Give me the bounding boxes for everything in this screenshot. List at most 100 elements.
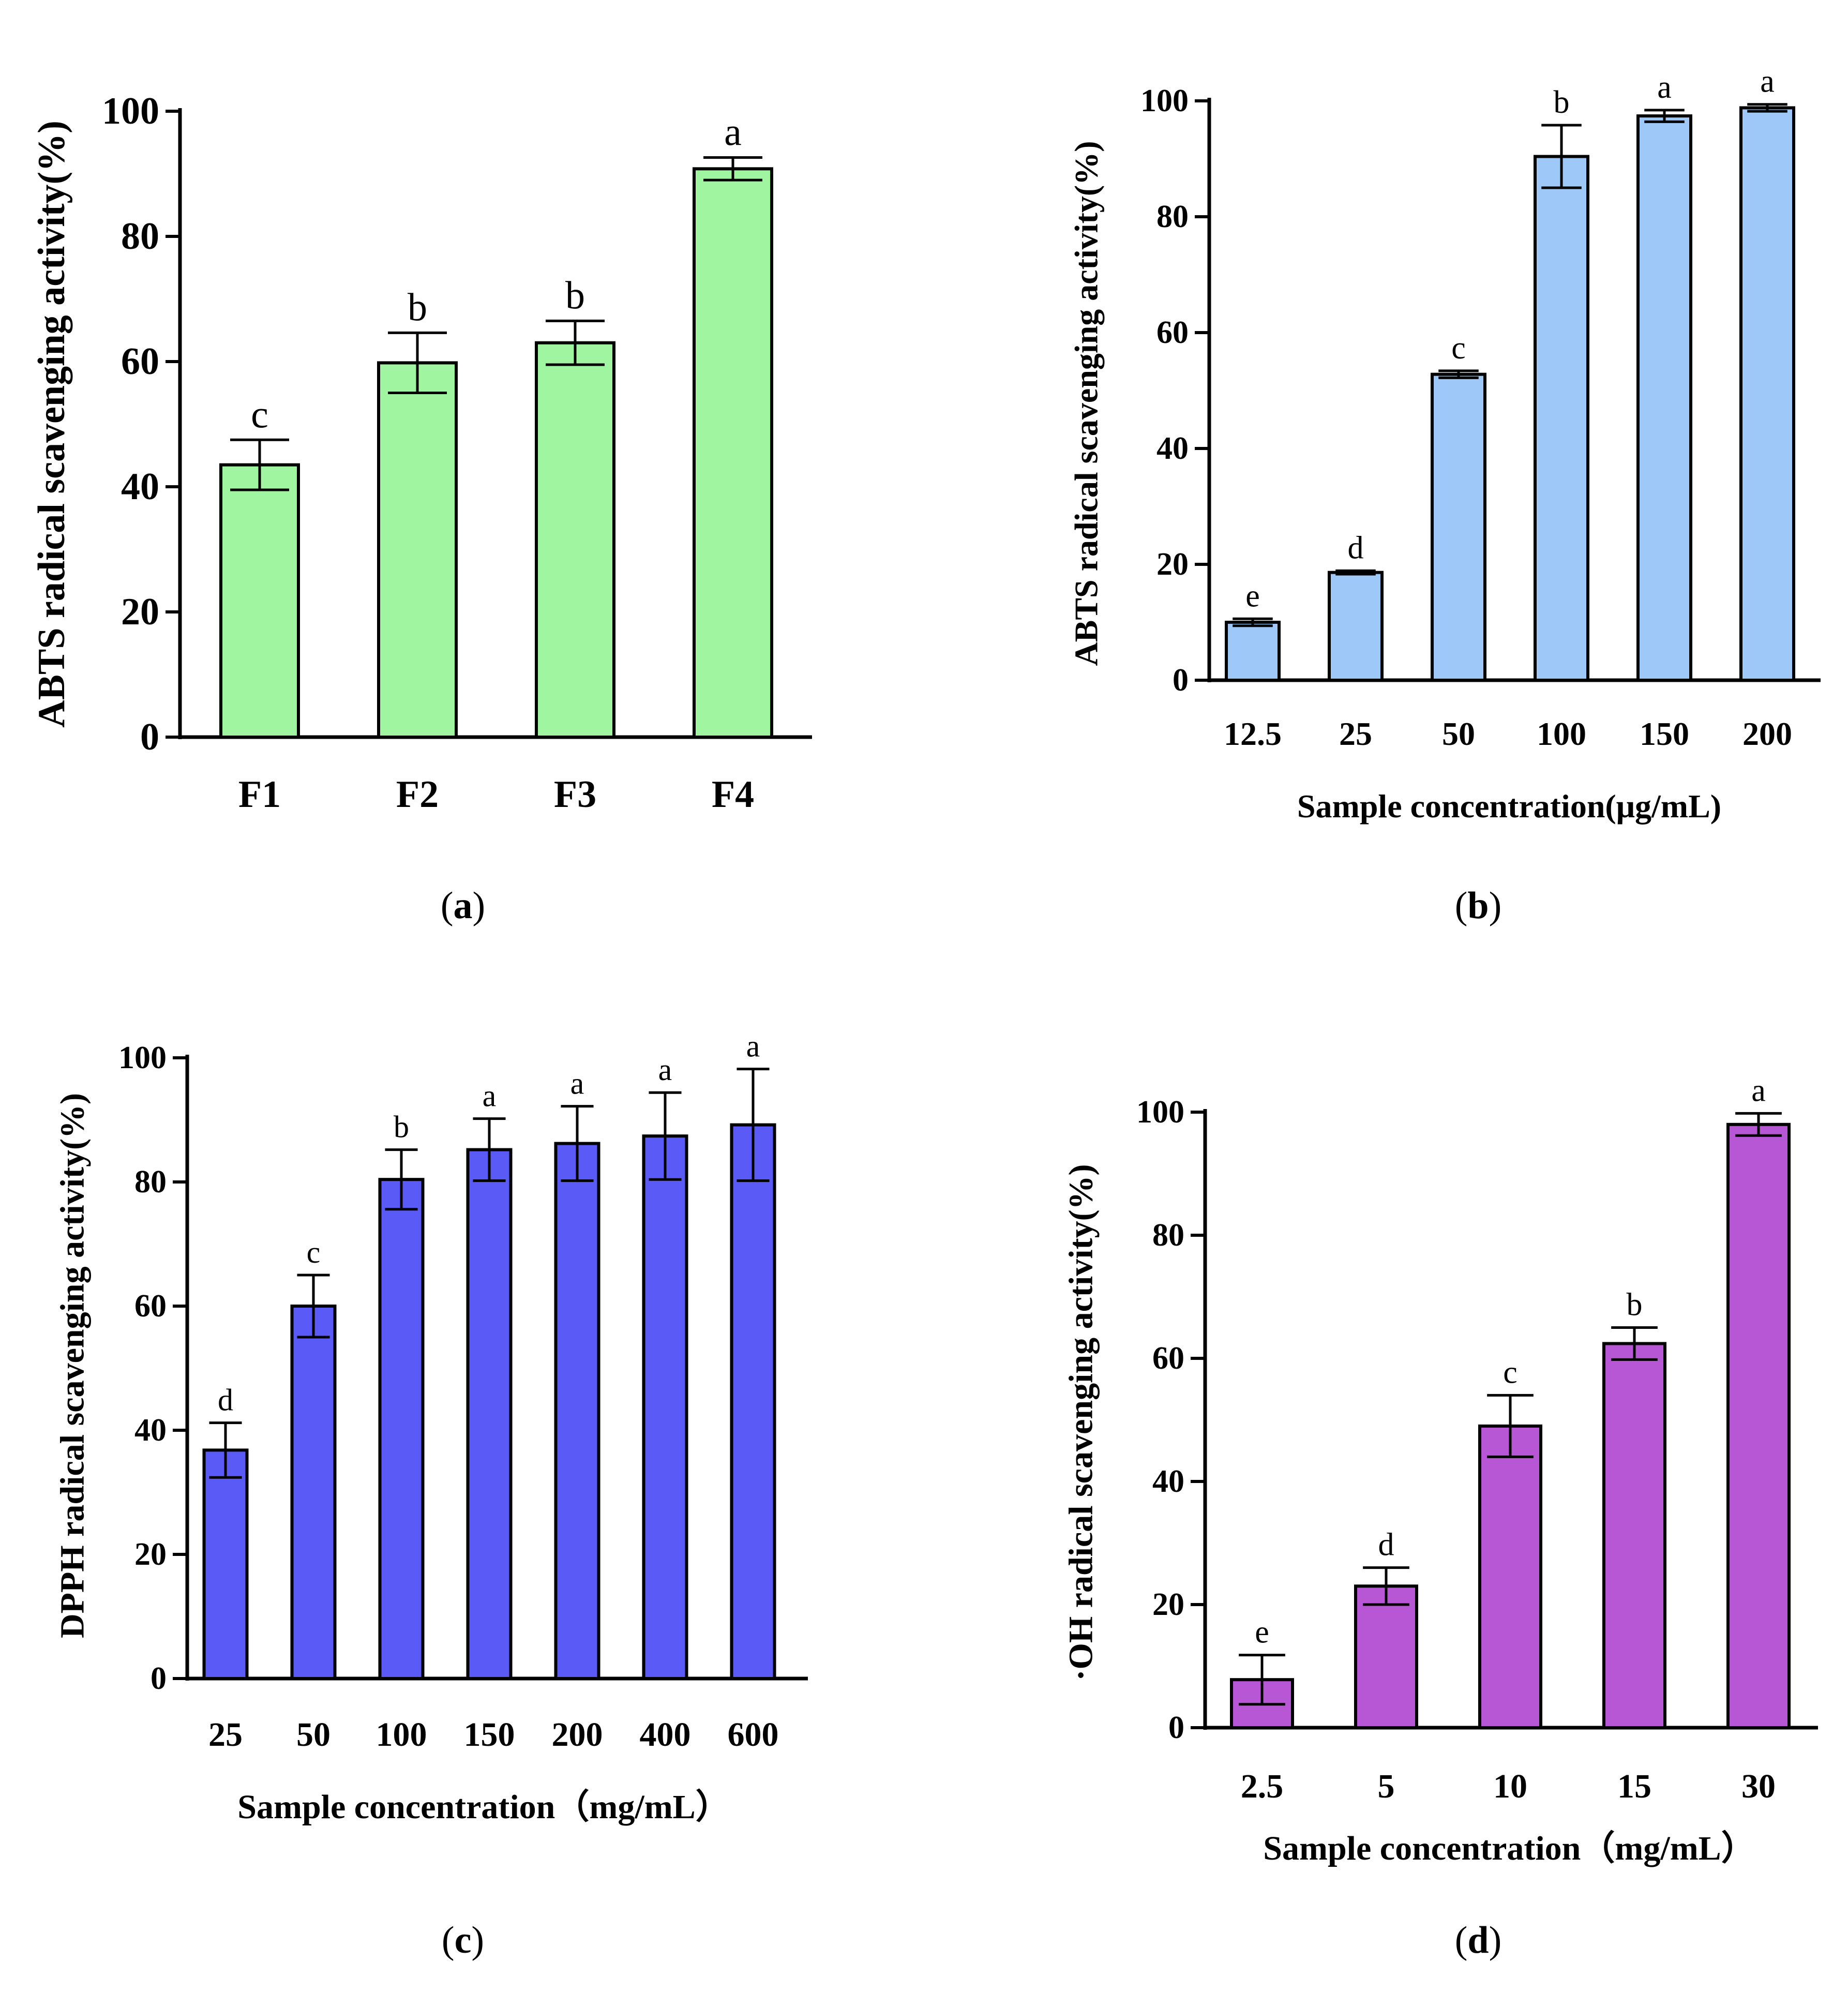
x-tick-label: F1: [238, 773, 281, 816]
y-axis-title: DPPH radical scavenging activity(%): [54, 1093, 92, 1638]
significance-label: b: [1627, 1287, 1643, 1323]
x-tick-label: 12.5: [1224, 715, 1282, 752]
bar-F2: [377, 361, 458, 739]
significance-label: a: [1751, 1073, 1766, 1108]
y-tick-label: 80: [1156, 199, 1189, 234]
y-axis-title: ·OH radical scavenging activity(%): [1062, 1164, 1100, 1681]
significance-label: a: [1760, 64, 1775, 99]
panel-caption: (a): [441, 885, 485, 927]
panel-caption-letter: b: [1467, 885, 1489, 927]
y-tick-label: 0: [140, 716, 159, 758]
significance-label: b: [1554, 85, 1570, 120]
y-tick-label: 100: [118, 1040, 167, 1075]
y-tick-label: 100: [1136, 1095, 1184, 1130]
bar-150: [1636, 114, 1692, 682]
x-axis-title: Sample concentration（mg/mL）: [237, 1788, 729, 1826]
y-tick-label: 0: [151, 1661, 167, 1696]
significance-label: a: [746, 1029, 760, 1064]
bar-200: [554, 1142, 600, 1681]
y-tick-label: 40: [1156, 431, 1189, 466]
bar-F3: [535, 341, 615, 739]
y-tick-label: 60: [134, 1289, 167, 1324]
significance-label: d: [218, 1383, 233, 1417]
y-tick-label: 0: [1168, 1710, 1184, 1745]
panel-caption-letter: c: [455, 1919, 472, 1961]
x-tick-label: 200: [1742, 715, 1792, 752]
x-tick-label: F4: [712, 773, 754, 816]
y-tick-label: 20: [134, 1537, 167, 1572]
bar-F4: [693, 167, 773, 739]
y-tick-label: 60: [1152, 1341, 1184, 1376]
y-tick-label: 60: [121, 340, 159, 383]
significance-label: c: [1451, 331, 1466, 366]
significance-label: d: [1378, 1527, 1394, 1563]
x-tick-label: F2: [396, 773, 439, 816]
significance-label: e: [1255, 1615, 1269, 1650]
x-tick-label: 600: [728, 1716, 779, 1754]
y-tick-label: 80: [134, 1164, 167, 1200]
x-axis-title: Sample concentration(μg/mL): [1297, 788, 1721, 825]
x-tick-label: 400: [640, 1716, 691, 1754]
significance-label: c: [307, 1235, 321, 1269]
x-tick-label: 200: [552, 1716, 603, 1754]
y-tick-label: 80: [1152, 1218, 1184, 1253]
y-tick-label: 80: [121, 215, 159, 258]
significance-label: a: [724, 111, 742, 154]
significance-label: a: [570, 1067, 584, 1101]
x-axis-title: Sample concentration（mg/mL）: [1263, 1829, 1755, 1867]
panel-caption-letter: a: [454, 885, 473, 927]
y-tick-label: 20: [121, 591, 159, 633]
y-tick-label: 40: [134, 1413, 167, 1448]
x-tick-label: 150: [1640, 715, 1689, 752]
x-tick-label: 5: [1378, 1768, 1395, 1805]
y-tick-label: 20: [1156, 547, 1189, 582]
bar-50: [1431, 372, 1486, 682]
bar-50: [290, 1305, 337, 1680]
y-tick-label: 40: [121, 466, 159, 508]
significance-label: b: [565, 274, 585, 317]
bar-30: [1726, 1122, 1791, 1729]
panel-d: 0 20 40 60 80 100 e 2.5 d 5 c 10 b 15 a 30 ·OH radical s…: [1062, 1073, 1818, 1961]
x-tick-label: 50: [296, 1716, 330, 1754]
x-tick-label: 150: [464, 1716, 515, 1754]
y-tick-label: 60: [1156, 315, 1189, 350]
bar-12.5: [1225, 621, 1281, 682]
bar-400: [642, 1134, 688, 1680]
x-tick-label: F3: [554, 773, 596, 816]
bar-100: [378, 1178, 425, 1680]
significance-label: e: [1245, 578, 1260, 613]
x-tick-label: 30: [1741, 1768, 1776, 1805]
panel-a: 0 20 40 60 80 100 c F1 b F2 b F3 a F4 ABTS radical sca…: [31, 90, 812, 927]
x-tick-label: 10: [1493, 1768, 1527, 1805]
panel-caption-letter: d: [1467, 1919, 1489, 1961]
significance-label: a: [658, 1053, 672, 1087]
bar-15: [1602, 1342, 1666, 1729]
y-tick-label: 20: [1152, 1587, 1184, 1622]
significance-label: c: [251, 393, 268, 436]
y-tick-label: 100: [1140, 83, 1189, 118]
bar-10: [1478, 1424, 1542, 1729]
y-tick-label: 0: [1173, 663, 1189, 698]
x-tick-label: 100: [376, 1716, 427, 1754]
y-axis-title: ABTS radical scavenging activity(%): [31, 121, 73, 728]
bar-F1: [219, 463, 300, 739]
x-tick-label: 15: [1617, 1768, 1651, 1805]
x-tick-label: 25: [1339, 715, 1372, 752]
y-tick-label: 100: [102, 90, 159, 132]
bar-150: [466, 1148, 513, 1681]
bar-25: [1328, 571, 1384, 682]
x-tick-label: 25: [208, 1716, 243, 1754]
y-tick-label: 40: [1152, 1464, 1184, 1499]
significance-label: c: [1503, 1355, 1518, 1390]
panel-caption: (c): [442, 1919, 484, 1961]
panel-c: 0 20 40 60 80 100 d 25 c 50 b 100 a 150 a 200 a 400 a 600 DP…: [54, 1029, 808, 1961]
panel-b: 0 20 40 60 80 100 e 12.5 d 25 c 50 b 100 a 150 a 200 ABTS …: [1068, 64, 1821, 927]
x-tick-label: 50: [1442, 715, 1475, 752]
bar-100: [1534, 155, 1589, 682]
significance-label: b: [394, 1110, 409, 1144]
x-tick-label: 2.5: [1241, 1768, 1284, 1805]
bar-5: [1354, 1584, 1418, 1730]
significance-label: b: [408, 286, 427, 329]
x-tick-label: 100: [1537, 715, 1586, 752]
